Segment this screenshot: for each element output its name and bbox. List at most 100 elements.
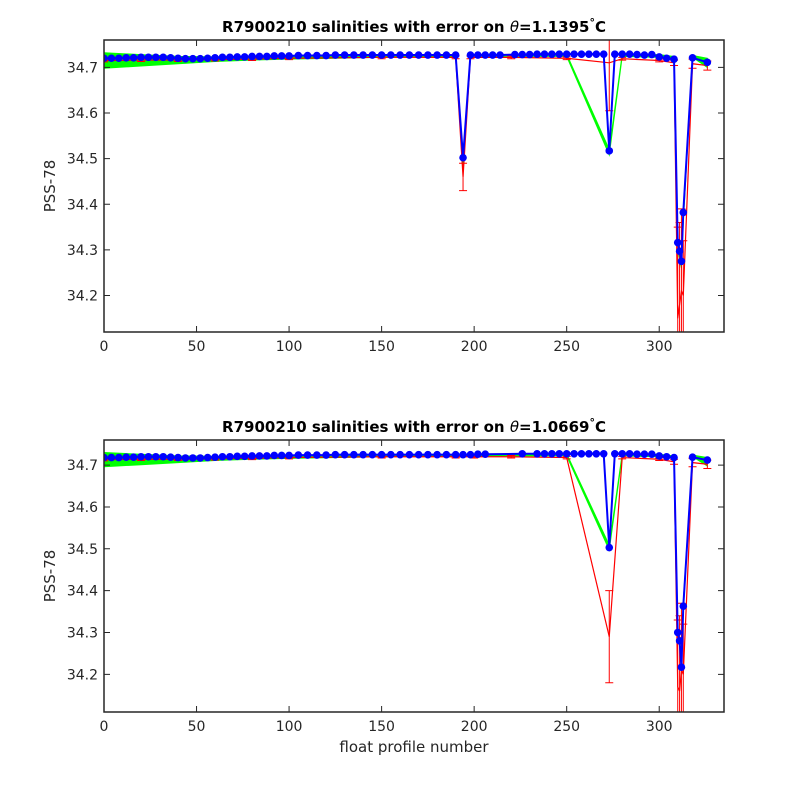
data-point [611, 50, 619, 58]
data-point [181, 454, 190, 462]
chart-title-unit: C [595, 418, 606, 436]
data-point [218, 53, 227, 62]
data-point [673, 628, 682, 637]
x-axis-label: float profile number [339, 738, 489, 756]
data-point [451, 450, 460, 459]
data-point [599, 50, 608, 58]
data-point [442, 450, 451, 459]
data-point [459, 450, 467, 459]
y-tick-label: 34.2 [67, 289, 98, 305]
data-point [555, 50, 564, 58]
chart-bottom: 0 50 100 150 200 250 300 34.2 34.3 34.4 34.5 34.6 34… [41, 416, 725, 756]
data-point [233, 53, 242, 61]
x-tick-label: 250 [553, 339, 580, 355]
data-point [137, 53, 145, 62]
data-point [679, 602, 688, 610]
data-point [115, 453, 123, 462]
data-point [255, 52, 264, 61]
data-point [555, 450, 564, 458]
error-bar [459, 162, 468, 192]
x-tick-label: 0 [100, 339, 109, 355]
data-point [433, 51, 441, 59]
data-point [592, 50, 601, 58]
data-point [585, 50, 593, 58]
data-point [313, 51, 321, 60]
data-point [129, 453, 138, 461]
chart-title-prefix: R7900210 salinities with error on [222, 418, 510, 436]
chart-title-unit: C [595, 18, 606, 36]
data-point [277, 52, 286, 60]
data-point [533, 50, 541, 58]
data-point [577, 50, 586, 58]
data-point [474, 51, 482, 59]
y-tick-label: 34.3 [67, 625, 98, 641]
data-point [703, 58, 712, 67]
data-point [562, 450, 571, 458]
data-point [174, 453, 182, 462]
data-point [405, 51, 414, 59]
data-point [166, 53, 175, 62]
data-point [459, 153, 467, 162]
data-point [144, 53, 153, 62]
axes-box [103, 39, 725, 333]
data-point [368, 450, 377, 459]
data-point [518, 450, 527, 458]
data-point [655, 452, 664, 460]
data-point [196, 54, 205, 63]
data-point [203, 453, 212, 462]
error-bar [507, 454, 516, 459]
data-point [451, 51, 460, 59]
data-point [675, 247, 684, 256]
data-point [377, 51, 386, 59]
chart-title-value: =1.1395 [519, 18, 589, 36]
x-tick-label: 100 [276, 719, 303, 735]
x-tick-label: 300 [646, 719, 673, 735]
data-point [248, 52, 256, 61]
axes-box [103, 439, 725, 713]
data-point [152, 53, 160, 62]
data-point [107, 54, 116, 63]
data-point [655, 53, 664, 61]
data-point [129, 53, 138, 62]
uncertainty-band [104, 52, 708, 269]
y-tick-label: 34.5 [67, 542, 98, 558]
data-point [540, 450, 549, 458]
data-point [518, 50, 527, 59]
data-point [673, 238, 682, 247]
data-point [240, 452, 249, 461]
data-point [611, 450, 619, 458]
data-point [679, 208, 688, 217]
calibrated-line [104, 56, 708, 319]
y-tick-label: 34.7 [67, 458, 98, 474]
data-point [174, 54, 182, 63]
data-point [350, 51, 358, 59]
chart-title-degree: ° [589, 416, 595, 429]
data-point [387, 450, 395, 459]
data-point [562, 50, 571, 58]
chart-top: 0 50 100 150 200 250 300 34.2 34.3 34.4 34.5 34.6 34… [41, 16, 725, 355]
data-point [662, 452, 671, 461]
data-point [189, 454, 197, 462]
data-point [466, 51, 475, 59]
y-tick-label: 34.2 [67, 667, 98, 683]
data-point [331, 51, 340, 59]
data-point [104, 54, 108, 63]
data-point [677, 663, 686, 672]
chart-title: R7900210 salinities with error on θ=1.06… [222, 416, 606, 436]
data-point [159, 53, 168, 62]
data-point [115, 54, 123, 63]
y-tick-label: 34.5 [67, 152, 98, 168]
data-point [474, 450, 482, 459]
data-point [618, 50, 627, 58]
x-tick-label: 150 [368, 339, 395, 355]
float-salinity-line [104, 452, 708, 668]
data-point [233, 452, 242, 461]
y-tick-label: 34.7 [67, 60, 98, 76]
data-point [159, 452, 168, 461]
data-point [340, 450, 349, 459]
data-point [226, 452, 234, 461]
data-point [122, 453, 131, 461]
data-point [662, 54, 671, 63]
data-point [203, 54, 212, 63]
data-point [424, 450, 432, 459]
